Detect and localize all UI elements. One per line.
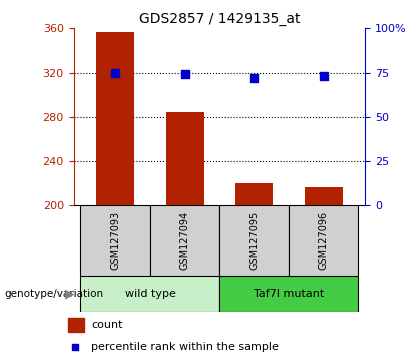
Point <box>181 72 188 77</box>
Point <box>320 73 327 79</box>
Point <box>112 70 118 75</box>
Text: genotype/variation: genotype/variation <box>4 289 103 299</box>
Text: GSM127093: GSM127093 <box>110 211 120 270</box>
Point <box>251 75 257 81</box>
Text: GSM127096: GSM127096 <box>319 211 329 270</box>
Text: GSM127094: GSM127094 <box>180 211 190 270</box>
FancyBboxPatch shape <box>219 205 289 276</box>
FancyBboxPatch shape <box>289 205 358 276</box>
Bar <box>96 32 134 205</box>
Point <box>72 344 79 350</box>
Text: ▶: ▶ <box>65 287 75 300</box>
Text: GSM127095: GSM127095 <box>249 211 259 270</box>
Text: wild type: wild type <box>124 289 176 299</box>
FancyBboxPatch shape <box>81 205 150 276</box>
Bar <box>68 318 84 332</box>
Bar <box>165 113 204 205</box>
Bar <box>304 187 343 205</box>
Text: percentile rank within the sample: percentile rank within the sample <box>92 342 279 353</box>
Title: GDS2857 / 1429135_at: GDS2857 / 1429135_at <box>139 12 300 26</box>
Text: count: count <box>92 320 123 330</box>
Text: Taf7l mutant: Taf7l mutant <box>254 289 324 299</box>
FancyBboxPatch shape <box>81 276 219 312</box>
FancyBboxPatch shape <box>219 276 358 312</box>
Bar <box>235 183 273 205</box>
FancyBboxPatch shape <box>150 205 219 276</box>
